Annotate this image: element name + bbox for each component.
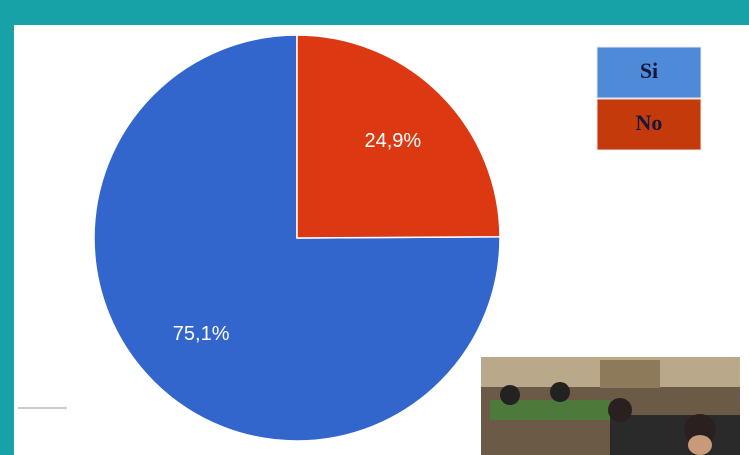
legend-swatch bbox=[596, 46, 702, 99]
photo-face bbox=[688, 435, 712, 455]
legend: Si No bbox=[596, 46, 702, 151]
legend-label: Si bbox=[640, 58, 658, 83]
slice-label: 75,1% bbox=[173, 323, 230, 345]
photo-head bbox=[500, 385, 520, 405]
photo-shelf bbox=[600, 360, 660, 388]
photo-head bbox=[608, 398, 632, 422]
slice-label: 24,9% bbox=[365, 130, 422, 152]
legend-swatch bbox=[596, 98, 702, 151]
photo-head bbox=[550, 382, 570, 402]
pie-chart: 75,1% 24,9% bbox=[93, 34, 501, 442]
pie-slice bbox=[296, 34, 501, 239]
legend-label: No bbox=[636, 110, 663, 135]
pie-slice bbox=[93, 34, 501, 442]
photo-students bbox=[610, 415, 740, 455]
photo-desk bbox=[490, 400, 610, 420]
photo bbox=[481, 357, 740, 455]
